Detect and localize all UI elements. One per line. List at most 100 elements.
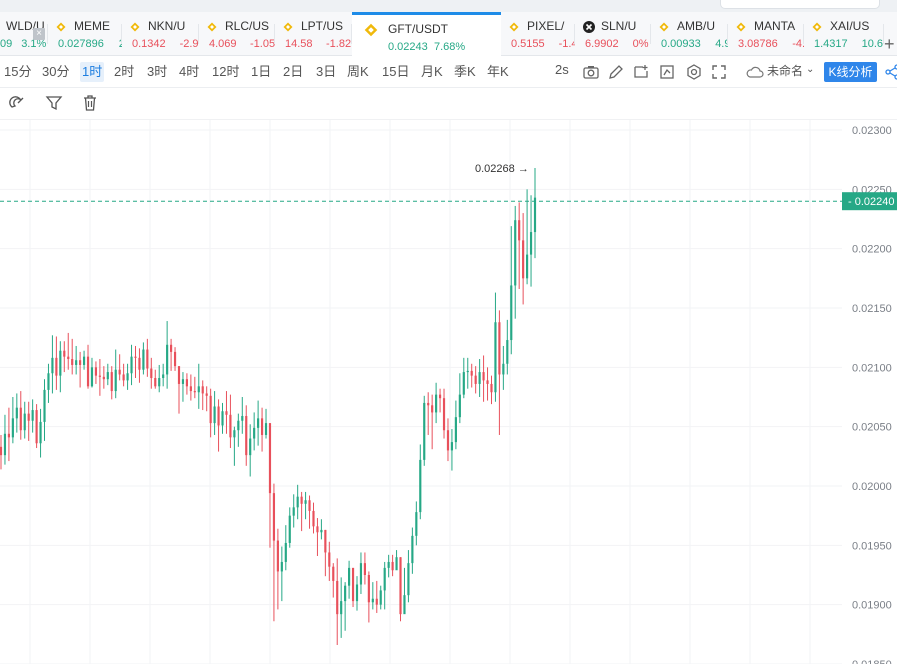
candle-body bbox=[490, 383, 493, 393]
candle-body bbox=[197, 386, 200, 393]
pencil-icon[interactable] bbox=[607, 63, 625, 81]
candle-body bbox=[221, 411, 224, 426]
camera-icon[interactable] bbox=[582, 63, 600, 81]
filter-icon[interactable] bbox=[45, 94, 63, 112]
binance-icon bbox=[283, 22, 293, 32]
candle-body bbox=[292, 507, 295, 516]
chevron-down-icon[interactable]: ⌄ bbox=[806, 64, 815, 75]
candle-body bbox=[431, 405, 434, 413]
binance-icon bbox=[812, 22, 822, 32]
tab-separator bbox=[351, 24, 352, 44]
candle-body bbox=[86, 356, 90, 387]
candle-body bbox=[518, 220, 521, 241]
candle-body bbox=[458, 394, 461, 418]
settings-gear-icon[interactable] bbox=[685, 63, 703, 81]
timeframe-3日[interactable]: 3日 bbox=[316, 64, 337, 79]
candle-body bbox=[454, 417, 457, 443]
candle-body bbox=[316, 526, 319, 533]
ticker-tab-xaius[interactable]: XAI/US 1.4317 10.6 bbox=[804, 12, 884, 56]
candle-body bbox=[375, 598, 378, 605]
ticker-tab-lptus[interactable]: LPT/US 14.58 -1.82 bbox=[275, 12, 352, 56]
timeframe-季K[interactable]: 季K bbox=[454, 64, 476, 79]
candle-body bbox=[340, 601, 343, 615]
candle-body bbox=[280, 561, 283, 572]
tab-separator bbox=[274, 24, 275, 44]
candle-body bbox=[27, 413, 30, 421]
candle-body bbox=[494, 322, 497, 393]
ticker-tab-gftusdt[interactable]: GFT/USDT 0.02243 7.68% bbox=[352, 12, 501, 56]
add-indicator-icon[interactable] bbox=[632, 63, 650, 81]
candle-body bbox=[51, 357, 54, 374]
timeframe-3时[interactable]: 3时 bbox=[147, 64, 168, 79]
magnet-draw-icon[interactable] bbox=[8, 94, 26, 112]
candle-body bbox=[154, 378, 157, 387]
tab-separator bbox=[803, 24, 804, 44]
candle-body bbox=[284, 542, 287, 562]
timeframe-1时[interactable]: 1时 bbox=[80, 62, 105, 82]
y-axis-tick-label: 0.02050 bbox=[852, 422, 892, 434]
timeframe-12时[interactable]: 12时 bbox=[212, 64, 240, 79]
candle-body bbox=[533, 197, 537, 233]
refresh-interval[interactable]: 2s bbox=[555, 62, 569, 77]
y-axis-tick-label: 0.02000 bbox=[852, 481, 892, 493]
timeframe-30分[interactable]: 30分 bbox=[42, 64, 70, 79]
candle-body bbox=[173, 351, 177, 367]
share-icon[interactable] bbox=[884, 63, 897, 81]
trash-icon[interactable] bbox=[81, 94, 99, 112]
tab-separator bbox=[574, 24, 575, 44]
ticker-price: 14.58 bbox=[285, 38, 313, 50]
ticker-price: 0.00933 bbox=[661, 38, 701, 50]
add-tab-icon[interactable]: + bbox=[884, 34, 895, 54]
ticker-tab-slnu[interactable]: SLN/U 6.9902 0% bbox=[575, 12, 651, 56]
candle-body bbox=[257, 418, 260, 428]
compare-icon[interactable] bbox=[658, 63, 676, 81]
candle-body bbox=[415, 512, 418, 536]
candle-body bbox=[470, 370, 473, 376]
candle-body bbox=[529, 232, 533, 255]
timeframe-1日[interactable]: 1日 bbox=[251, 64, 272, 79]
candle-body bbox=[423, 402, 426, 460]
timeframe-15日[interactable]: 15日 bbox=[382, 64, 410, 79]
chart-svg[interactable]: 0.023000.022500.022000.021500.021000.020… bbox=[0, 120, 897, 664]
ticker-tab-rlcus[interactable]: RLC/US 4.069 -1.05 bbox=[199, 12, 275, 56]
ticker-symbol: RLC/US bbox=[225, 19, 270, 33]
candle-body bbox=[403, 595, 406, 615]
candlestick-chart[interactable]: 0.02300 0.02250 0.02200 0.02150 0.02100 0.020… bbox=[0, 120, 897, 664]
close-icon[interactable]: × bbox=[33, 28, 45, 40]
ticker-symbol: PIXEL/ bbox=[527, 19, 565, 33]
candle-body bbox=[205, 393, 208, 396]
ticker-price: 6.9902 bbox=[585, 38, 619, 50]
ticker-tab-manta[interactable]: MANTA 3.08786 -4. bbox=[728, 12, 804, 56]
candle-body bbox=[526, 254, 529, 279]
timeframe-2日[interactable]: 2日 bbox=[283, 64, 304, 79]
ticker-change: 3.1% bbox=[21, 38, 47, 50]
tab-separator bbox=[121, 24, 122, 44]
timeframe-年K[interactable]: 年K bbox=[487, 64, 509, 79]
layout-name-dropdown[interactable]: 未命名 bbox=[767, 64, 804, 78]
candle-body bbox=[332, 566, 335, 581]
ticker-tab-nknu[interactable]: NKN/U 0.1342 -2.9 bbox=[122, 12, 199, 56]
candle-body bbox=[23, 413, 26, 431]
timeframe-月K[interactable]: 月K bbox=[421, 64, 443, 79]
ticker-tab-ambu[interactable]: AMB/U 0.00933 4.9 bbox=[651, 12, 728, 56]
candle-body bbox=[59, 350, 62, 376]
top-search-box[interactable] bbox=[720, 0, 880, 9]
cloud-icon[interactable] bbox=[745, 63, 765, 81]
candle-body bbox=[371, 598, 374, 603]
candle-body bbox=[474, 375, 477, 384]
candle-body bbox=[213, 406, 216, 424]
timeframe-周K[interactable]: 周K bbox=[347, 64, 369, 79]
candle-body bbox=[320, 529, 323, 533]
ticker-price: 1.4317 bbox=[814, 38, 848, 50]
timeframe-4时[interactable]: 4时 bbox=[179, 64, 200, 79]
timeframe-2时[interactable]: 2时 bbox=[114, 64, 135, 79]
timeframe-15分[interactable]: 15分 bbox=[4, 64, 32, 79]
fullscreen-icon[interactable] bbox=[710, 63, 728, 81]
ticker-tab-meme[interactable]: MEME 0.027896 2 bbox=[48, 12, 122, 56]
binance-icon bbox=[207, 22, 217, 32]
candle-body bbox=[304, 500, 307, 504]
ticker-tab-pixel[interactable]: PIXEL/0.5155 -1.4 bbox=[501, 12, 575, 56]
kline-analysis-button[interactable]: K线分析 bbox=[824, 62, 877, 82]
candle-body bbox=[502, 363, 505, 375]
candle-body bbox=[75, 360, 78, 365]
